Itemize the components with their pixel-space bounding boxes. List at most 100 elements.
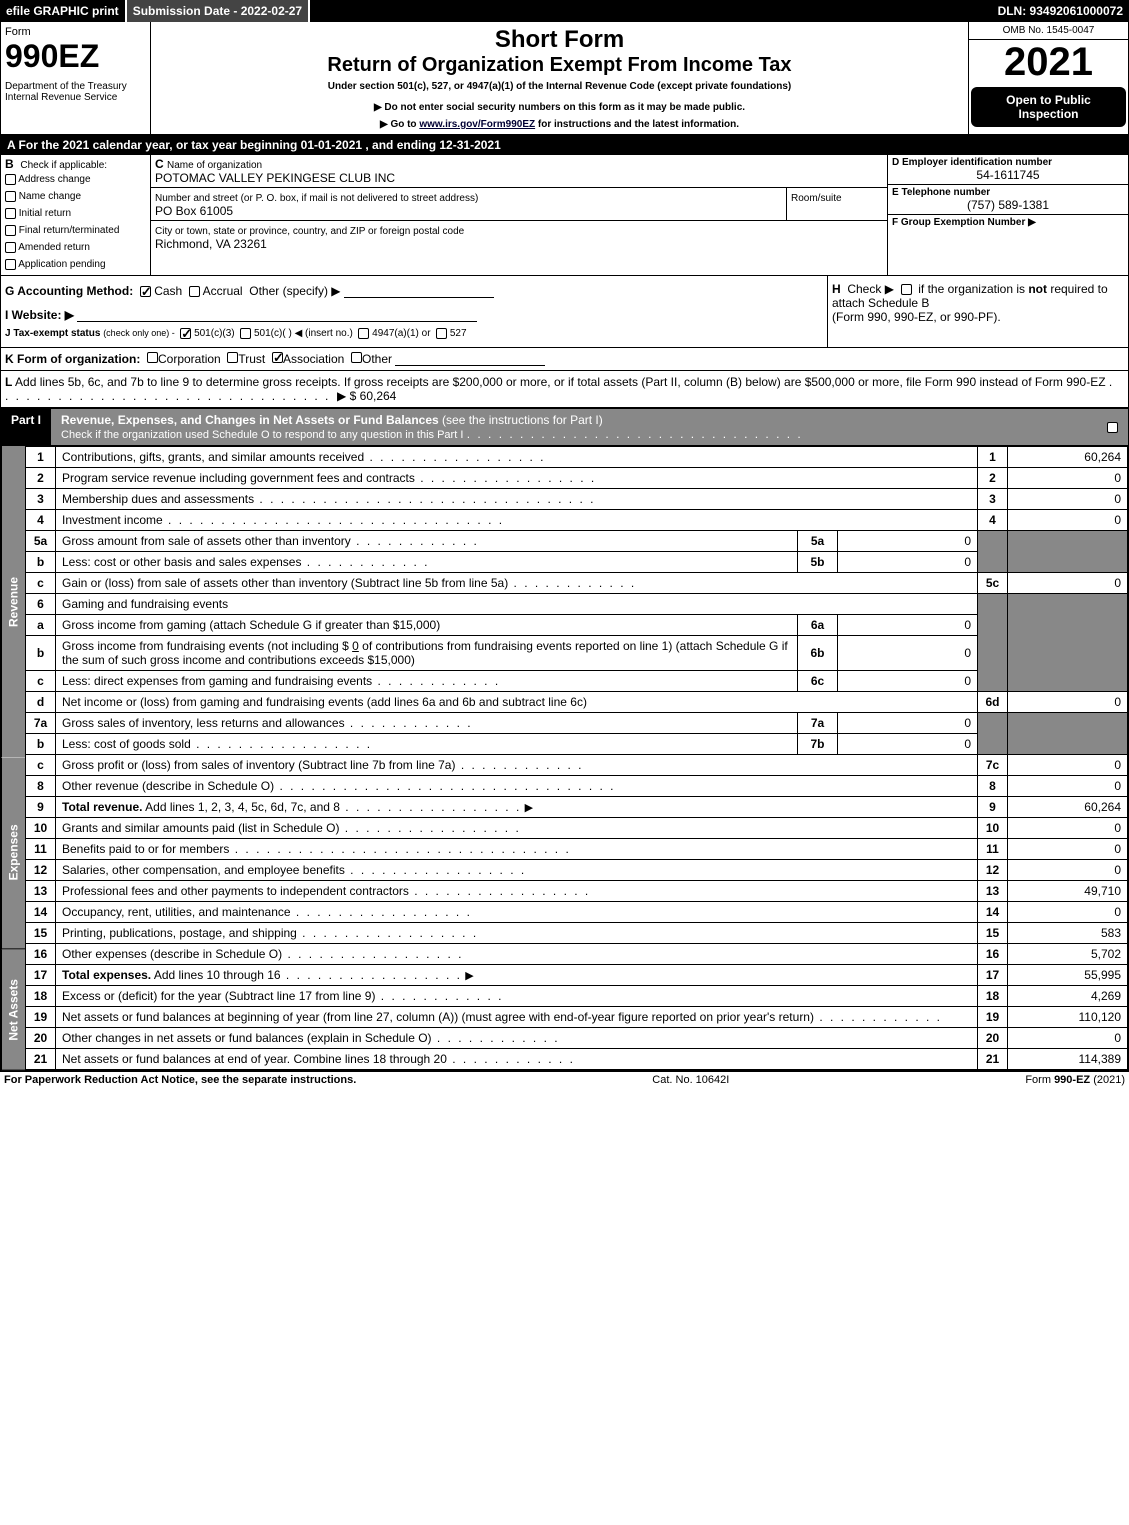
efile-label[interactable]: efile GRAPHIC print [0, 0, 127, 22]
city-value: Richmond, VA 23261 [155, 237, 267, 251]
line-num: 14 [978, 902, 1008, 923]
checkbox-name-change[interactable] [5, 191, 16, 202]
line-desc-pre: Gross income from fundraising events (no… [62, 639, 352, 653]
line-num: 2 [978, 468, 1008, 489]
other-specify-field[interactable] [344, 284, 494, 298]
checkbox-accrual[interactable] [189, 286, 200, 297]
checkbox-other-org[interactable] [351, 352, 362, 363]
warning-1: ▶ Do not enter social security numbers o… [155, 102, 964, 113]
line-amt: 583 [1008, 923, 1128, 944]
website-field[interactable] [77, 308, 477, 322]
arrow-icon: ▶ [465, 970, 473, 982]
line-dots [297, 926, 478, 940]
street-value: PO Box 61005 [155, 204, 233, 218]
street-label: Number and street (or P. O. box, if mail… [155, 193, 478, 204]
line-num: 16 [978, 944, 1008, 965]
line-dots [163, 513, 504, 527]
line-num: 17 [978, 965, 1008, 986]
checkbox-501c3[interactable] [180, 328, 191, 339]
line-desc: Excess or (deficit) for the year (Subtra… [62, 989, 375, 1003]
line-num: 4 [978, 510, 1008, 531]
sub-amt: 0 [838, 671, 978, 692]
warn2-post: for instructions and the latest informat… [535, 119, 739, 130]
checkbox-501c[interactable] [240, 328, 251, 339]
box-k-label: K Form of organization: [5, 352, 140, 366]
checkbox-initial-return[interactable] [5, 208, 16, 219]
irs-label: Internal Revenue Service [5, 92, 146, 103]
part1-label: Part I [1, 409, 51, 445]
sub-num: 6b [798, 636, 838, 671]
table-row: 11Benefits paid to or for members110 [26, 839, 1128, 860]
sub-amt: 0 [838, 734, 978, 755]
table-row: 8Other revenue (describe in Schedule O)8… [26, 776, 1128, 797]
box-k-row: K Form of organization: Corporation Trus… [0, 348, 1129, 371]
line-desc: Grants and similar amounts paid (list in… [62, 821, 339, 835]
checkbox-527[interactable] [436, 328, 447, 339]
line-num: 21 [978, 1049, 1008, 1070]
line-amt: 114,389 [1008, 1049, 1128, 1070]
omb-number: OMB No. 1545-0047 [969, 22, 1128, 40]
form-number: 990EZ [5, 38, 146, 75]
box-d-label: D Employer identification number [892, 157, 1124, 168]
checkbox-corporation[interactable] [147, 352, 158, 363]
line-desc: Gross sales of inventory, less returns a… [62, 716, 345, 730]
checkbox-schedule-o-part1[interactable] [1107, 422, 1118, 433]
box-b-check-if: Check if applicable: [20, 160, 107, 171]
line-num: 12 [978, 860, 1008, 881]
line-num: 1 [978, 447, 1008, 468]
box-f-label: F Group Exemption Number ▶ [892, 217, 1124, 228]
label-cash: Cash [154, 284, 182, 298]
checkbox-trust[interactable] [227, 352, 238, 363]
checkbox-application-pending[interactable] [5, 259, 16, 270]
checkbox-address-change[interactable] [5, 174, 16, 185]
short-form-title: Short Form [155, 26, 964, 54]
sub-amt: 0 [838, 531, 978, 552]
sub-num: 5a [798, 531, 838, 552]
label-501c: 501(c)( ) [254, 328, 292, 339]
checkbox-final-return[interactable] [5, 225, 16, 236]
checkbox-cash[interactable] [140, 286, 151, 297]
checkbox-schedule-b[interactable] [901, 284, 912, 295]
line-num: 8 [978, 776, 1008, 797]
table-row: 16Other expenses (describe in Schedule O… [26, 944, 1128, 965]
line-dots [814, 1010, 942, 1024]
form-header: Form 990EZ Department of the Treasury In… [0, 22, 1129, 135]
checkbox-amended-return[interactable] [5, 242, 16, 253]
line-amt: 0 [1008, 818, 1128, 839]
dln-label: DLN: 93492061000072 [992, 0, 1129, 22]
open-public-badge: Open to Public Inspection [971, 87, 1126, 127]
checkbox-4947[interactable] [358, 328, 369, 339]
row-gh: G Accounting Method: Cash Accrual Other … [0, 276, 1129, 348]
other-org-field[interactable] [395, 352, 545, 366]
line-amt: 0 [1008, 860, 1128, 881]
table-row: 1 Contributions, gifts, grants, and simil… [26, 447, 1128, 468]
line-desc: Membership dues and assessments [62, 492, 254, 506]
line-desc: Gain or (loss) from sale of assets other… [62, 576, 508, 590]
line-desc: Gross income from gaming (attach Schedul… [62, 618, 440, 632]
label-address-change: Address change [18, 174, 90, 185]
table-row: 20Other changes in net assets or fund ba… [26, 1028, 1128, 1049]
footer-right-form: 990-EZ [1054, 1074, 1090, 1086]
sub-amt: 0 [838, 615, 978, 636]
line-desc2: Add lines 10 through 16 [151, 968, 280, 982]
line-amt: 0 [1008, 573, 1128, 594]
h-check-arrow: Check ▶ [847, 282, 894, 296]
part1-header: Part I Revenue, Expenses, and Changes in… [0, 408, 1129, 446]
line-desc: Less: cost of goods sold [62, 737, 191, 751]
line-desc: Contributions, gifts, grants, and simila… [62, 450, 364, 464]
table-row: 15Printing, publications, postage, and s… [26, 923, 1128, 944]
checkbox-association[interactable] [272, 352, 283, 363]
submission-date: Submission Date - 2022-02-27 [127, 0, 310, 22]
irs-link[interactable]: www.irs.gov/Form990EZ [419, 119, 535, 130]
part1-title-sub: (see the instructions for Part I) [442, 413, 603, 427]
topbar-spacer [310, 0, 991, 22]
line-dots [339, 821, 520, 835]
line-num: 20 [978, 1028, 1008, 1049]
table-row: 6Gaming and fundraising events [26, 594, 1128, 615]
city-label: City or town, state or province, country… [155, 226, 464, 237]
line-desc: Gross profit or (loss) from sales of inv… [62, 758, 455, 772]
table-row: bLess: cost of goods sold7b0 [26, 734, 1128, 755]
line-dots [281, 968, 462, 982]
part1-body: Revenue Expenses Net Assets 1Contributio… [0, 446, 1129, 1071]
box-g-label: G Accounting Method: [5, 284, 133, 298]
